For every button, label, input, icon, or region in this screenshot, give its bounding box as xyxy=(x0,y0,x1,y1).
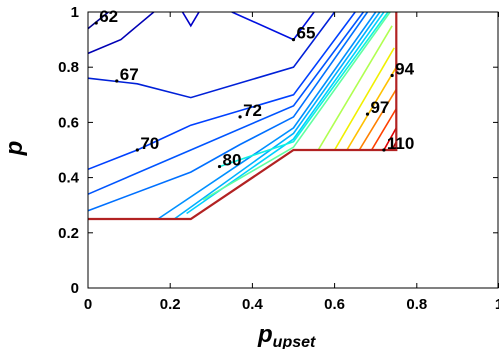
contour-line-71 xyxy=(88,12,365,195)
contour-line-63 xyxy=(88,12,155,55)
contour-line-89 xyxy=(333,47,395,151)
contour-label-65: 65 xyxy=(297,24,316,43)
contour-label-marker xyxy=(135,148,139,152)
contour-lines xyxy=(88,12,398,220)
feasible-boundary xyxy=(88,12,398,221)
y-tick-label: 0.2 xyxy=(58,225,79,242)
contour-label-marker xyxy=(390,73,394,78)
contour-label-94: 94 xyxy=(395,59,414,78)
contour-line-70 xyxy=(88,12,356,171)
x-tick-label: 1 xyxy=(495,296,499,313)
x-axis-label: pupset xyxy=(257,321,316,349)
y-tick-label: 0.8 xyxy=(58,59,79,76)
contour-label-62: 62 xyxy=(99,7,118,26)
contour-line-76 xyxy=(173,12,381,220)
contour-label-110: 110 xyxy=(387,134,414,153)
contour-line-74 xyxy=(157,12,377,220)
contour-label-marker xyxy=(365,112,370,116)
contour-line-92 xyxy=(346,66,397,151)
contour-label-72: 72 xyxy=(243,101,262,120)
axis-ticks: 0 0.2 0.4 0.6 0.8 1 0 0.2 0.4 0.6 0.8 1 xyxy=(58,4,499,313)
contour-line-67 xyxy=(88,12,336,99)
contour-label-marker xyxy=(238,115,242,119)
x-tick-label: 0.2 xyxy=(160,296,181,313)
contour-line-72 xyxy=(88,12,369,212)
x-axis-label-main: p xyxy=(257,321,273,348)
x-tick-label: 0.4 xyxy=(242,296,264,313)
x-tick-label: 0 xyxy=(84,296,92,313)
contour-line-62 xyxy=(88,12,110,30)
contour-label-70: 70 xyxy=(140,134,159,153)
y-tick-label: 0.4 xyxy=(58,170,80,187)
contour-label-80: 80 xyxy=(223,151,242,170)
contour-line-64 xyxy=(181,12,200,28)
contour-label-marker xyxy=(217,164,222,169)
y-axis-label: p xyxy=(1,141,28,157)
y-tick-label: 0.6 xyxy=(58,114,79,131)
plot-frame xyxy=(87,11,499,289)
contour-label-marker xyxy=(291,38,296,42)
contour-line-86 xyxy=(317,25,393,151)
contour-label-marker xyxy=(382,148,386,152)
contour-line-83 xyxy=(202,12,391,201)
feasible-boundary-line xyxy=(88,12,398,221)
contour-line-80 xyxy=(219,12,389,168)
contour-label-67: 67 xyxy=(120,65,139,84)
contour-line-97 xyxy=(358,88,397,151)
y-tick-label: 1 xyxy=(71,4,79,21)
contour-labels: 62 65 67 94 97 72 70 80 110 xyxy=(94,7,415,170)
y-tick-label: 0 xyxy=(71,280,79,297)
x-axis-label-sub: upset xyxy=(273,334,316,349)
contour-line-102 xyxy=(370,108,397,151)
x-tick-label: 0.6 xyxy=(324,296,345,313)
x-tick-label: 0.8 xyxy=(406,296,427,313)
contour-label-marker xyxy=(115,79,119,83)
contour-line-106 xyxy=(383,127,397,151)
contour-label-marker xyxy=(94,21,98,25)
contour-label-97: 97 xyxy=(370,98,389,117)
